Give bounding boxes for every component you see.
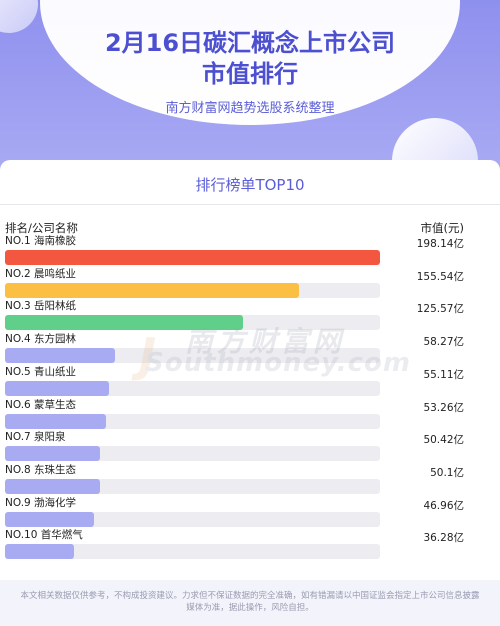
disclaimer: 本文相关数据仅供参考，不构成投资建议。力求但不保证数据的完全准确，如有错漏请以中… <box>0 590 500 614</box>
ranking-panel: 排行榜单TOP10 排名/公司名称 市值(元) NO.1 海南橡胶 198.14亿… <box>0 160 500 580</box>
bar-track <box>5 511 380 527</box>
bar-value-label: 58.27亿 <box>423 336 464 349</box>
bar-label: NO.5 青山纸业 <box>5 365 77 378</box>
bar-label: NO.7 泉阳泉 <box>5 431 66 444</box>
bar-label: NO.10 首华燃气 <box>5 529 83 542</box>
bar-value-label: 55.11亿 <box>423 368 464 381</box>
disclaimer-line1: 本文相关数据仅供参考，不构成投资建议。力求但不保证数据的完全准确，如有错漏请以中… <box>20 591 480 601</box>
bar <box>5 511 94 527</box>
bar-value-label: 155.54亿 <box>416 270 464 283</box>
bar-row: NO.1 海南橡胶 198.14亿 <box>0 233 500 265</box>
bar <box>5 282 300 298</box>
bar-label: NO.3 岳阳林纸 <box>5 300 77 313</box>
bar-row: NO.8 东珠生态 50.1亿 <box>0 462 500 494</box>
bar-row: NO.6 蒙草生态 53.26亿 <box>0 397 500 429</box>
disclaimer-line2: 媒体为准，据此操作，风险自担。 <box>186 603 314 613</box>
bar-value-label: 198.14亿 <box>416 238 464 250</box>
bar-track <box>5 380 380 396</box>
bar <box>5 380 110 396</box>
bar-value-label: 46.96亿 <box>423 499 464 512</box>
bar-track <box>5 282 380 298</box>
bar-label: NO.8 东珠生态 <box>5 463 77 476</box>
bar-label: NO.6 蒙草生态 <box>5 398 77 411</box>
bar-value-label: 50.1亿 <box>430 466 464 479</box>
page-title-line2: 市值排行 <box>202 60 298 88</box>
bar-row: NO.5 青山纸业 55.11亿 <box>0 364 500 396</box>
bar-row: NO.9 渤海化学 46.96亿 <box>0 495 500 527</box>
column-header-company: 排名/公司名称 <box>5 221 78 235</box>
bar <box>5 413 106 429</box>
bar <box>5 348 116 364</box>
bar-track <box>5 413 380 429</box>
bar <box>5 250 380 265</box>
panel-divider <box>0 204 500 205</box>
page-title-line1: 2月16日碳汇概念上市公司 <box>104 29 396 57</box>
bar-label: NO.1 海南橡胶 <box>5 235 77 247</box>
bar <box>5 544 74 560</box>
bar-label: NO.2 晨鸣纸业 <box>5 267 77 280</box>
bar-label: NO.9 渤海化学 <box>5 496 77 509</box>
bar-track <box>5 478 380 494</box>
bar <box>5 478 100 494</box>
bar-track <box>5 544 380 560</box>
bar-row: NO.2 晨鸣纸业 155.54亿 <box>0 266 500 298</box>
page-subtitle: 南方财富网趋势选股系统整理 <box>165 101 335 116</box>
bar-value-label: 125.57亿 <box>416 303 464 316</box>
bar-row: NO.3 岳阳林纸 125.57亿 <box>0 298 500 331</box>
bar-row: NO.7 泉阳泉 50.42亿 <box>0 429 500 462</box>
bar-label: NO.4 东方园林 <box>5 333 77 346</box>
bar-row: NO.4 东方园林 58.27亿 <box>0 331 500 364</box>
panel-title: 排行榜单TOP10 <box>195 176 305 194</box>
bar-track <box>5 446 380 462</box>
bar-track <box>5 315 380 331</box>
bar-track <box>5 250 380 265</box>
column-header-value: 市值(元) <box>420 221 464 235</box>
bar-value-label: 36.28亿 <box>423 532 464 545</box>
bar-row: NO.10 首华燃气 36.28亿 <box>0 527 500 560</box>
bar-value-label: 53.26亿 <box>423 401 464 414</box>
bar <box>5 446 101 462</box>
bar-track <box>5 348 380 364</box>
header-banner: 2月16日碳汇概念上市公司 市值排行 南方财富网趋势选股系统整理 <box>0 0 500 170</box>
bar-value-label: 50.42亿 <box>423 434 464 447</box>
bar <box>5 315 243 331</box>
